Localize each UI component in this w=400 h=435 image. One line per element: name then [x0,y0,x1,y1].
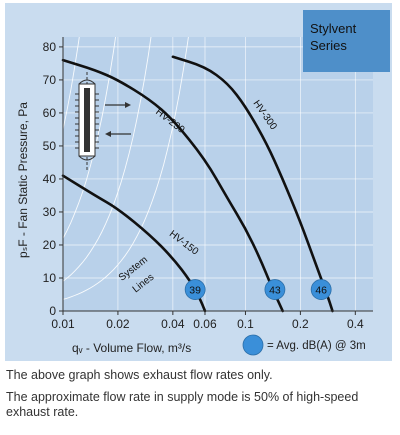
notes: The above graph shows exhaust flow rates… [6,368,392,427]
system-line [63,37,152,282]
y-axis-label: pₛF - Fan Static Pressure, Pa [16,102,30,258]
series-line-hv-300 [171,55,334,313]
axes: 0 10 20 30 40 50 60 70 80 0.01 0.02 0.04 0.06 0.1 0.2 0… [43,37,373,331]
sound-marker [264,279,286,300]
series-box-line2: Series [310,38,347,53]
series-box [303,10,390,72]
fan-diagram-icon [75,72,131,172]
sound-marker-label: 39 [189,285,201,297]
note-1: The above graph shows exhaust flow rates… [6,368,273,382]
series-line-hv-230 [61,58,284,313]
sound-markers: 39 43 46 [184,279,332,300]
series-box-line1: Stylvent [310,21,357,36]
y-tick-label: 70 [43,73,57,87]
chart: 0 10 20 30 40 50 60 70 80 0.01 0.02 0.04 0.06 0.1 0.2 0… [5,3,392,361]
system-line [63,37,189,300]
y-tick-label: 10 [43,271,57,285]
grid [62,37,373,312]
x-tick-label: 0.01 [51,317,75,331]
y-tick-label: 20 [43,238,57,252]
legend-label: = Avg. dB(A) @ 3m [267,340,366,352]
x-tick-label: 0.4 [347,317,364,331]
y-tick-label: 40 [43,172,57,186]
y-tick-label: 50 [43,139,57,153]
y-tick-label: 30 [43,205,57,219]
system-lines [63,37,189,300]
x-axis-label: qᵥ - Volume Flow, m³/s [72,341,191,355]
y-tick-label: 0 [49,304,56,318]
x-tick-label: 0.04 [161,317,185,331]
y-tick-label: 80 [43,40,57,54]
system-line [63,37,80,130]
sound-marker-label: 46 [315,285,327,297]
x-tick-label: 0.02 [106,317,130,331]
sound-marker [184,279,206,300]
sound-marker [310,279,332,300]
legend-marker [242,334,264,356]
note-2: The approximate flow rate in supply mode… [6,390,359,419]
x-tick-label: 0.06 [193,317,217,331]
x-tick-label: 0.2 [292,317,309,331]
sound-marker-label: 43 [269,285,281,297]
plot-area [63,37,373,311]
y-tick-label: 60 [43,106,57,120]
x-tick-label: 0.1 [237,317,254,331]
system-line [63,37,116,239]
